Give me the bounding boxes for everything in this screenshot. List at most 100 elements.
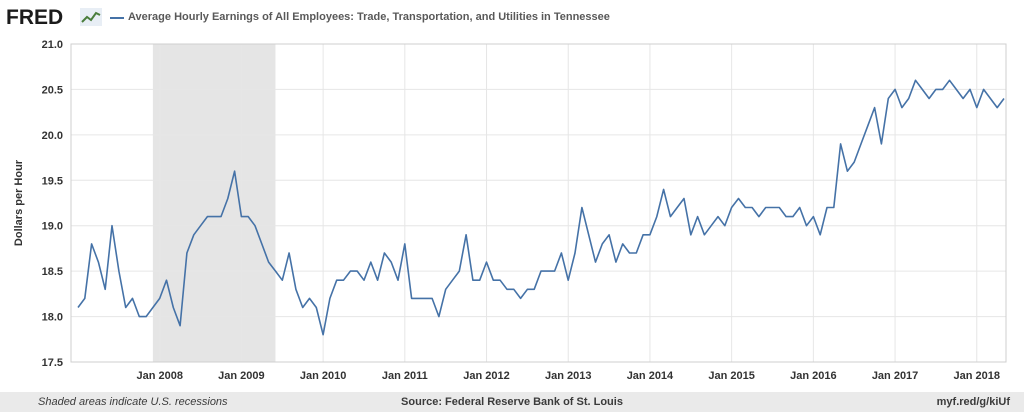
data-point[interactable] — [499, 279, 502, 282]
data-point[interactable] — [424, 297, 427, 300]
data-point[interactable] — [751, 206, 754, 209]
data-point[interactable] — [383, 251, 386, 254]
data-point[interactable] — [185, 251, 188, 254]
data-point[interactable] — [471, 279, 474, 282]
data-point[interactable] — [376, 279, 379, 282]
data-point[interactable] — [771, 206, 774, 209]
data-point[interactable] — [662, 188, 665, 191]
data-point[interactable] — [744, 206, 747, 209]
data-point[interactable] — [233, 170, 236, 173]
data-point[interactable] — [451, 279, 454, 282]
data-point[interactable] — [104, 288, 107, 291]
data-point[interactable] — [839, 142, 842, 145]
data-point[interactable] — [928, 97, 931, 100]
data-point[interactable] — [560, 251, 563, 254]
data-point[interactable] — [573, 251, 576, 254]
data-point[interactable] — [873, 106, 876, 109]
data-point[interactable] — [83, 297, 86, 300]
data-point[interactable] — [145, 315, 148, 318]
data-point[interactable] — [458, 270, 461, 273]
data-point[interactable] — [131, 297, 134, 300]
data-point[interactable] — [621, 242, 624, 245]
data-point[interactable] — [669, 215, 672, 218]
data-point[interactable] — [76, 306, 79, 309]
data-point[interactable] — [219, 215, 222, 218]
data-point[interactable] — [866, 124, 869, 127]
data-point[interactable] — [247, 215, 250, 218]
data-point[interactable] — [519, 297, 522, 300]
data-point[interactable] — [390, 261, 393, 264]
data-point[interactable] — [485, 261, 488, 264]
data-point[interactable] — [328, 297, 331, 300]
data-point[interactable] — [342, 279, 345, 282]
data-point[interactable] — [716, 215, 719, 218]
data-point[interactable] — [887, 97, 890, 100]
data-point[interactable] — [396, 279, 399, 282]
data-point[interactable] — [703, 233, 706, 236]
data-point[interactable] — [526, 288, 529, 291]
data-point[interactable] — [778, 206, 781, 209]
data-point[interactable] — [240, 215, 243, 218]
data-point[interactable] — [737, 197, 740, 200]
data-point[interactable] — [689, 233, 692, 236]
data-point[interactable] — [192, 233, 195, 236]
data-point[interactable] — [921, 88, 924, 91]
data-point[interactable] — [614, 261, 617, 264]
data-point[interactable] — [880, 142, 883, 145]
data-point[interactable] — [138, 315, 141, 318]
data-point[interactable] — [369, 261, 372, 264]
data-point[interactable] — [431, 297, 434, 300]
data-point[interactable] — [968, 88, 971, 91]
data-point[interactable] — [110, 224, 113, 227]
data-point[interactable] — [832, 206, 835, 209]
data-point[interactable] — [894, 88, 897, 91]
data-point[interactable] — [648, 233, 651, 236]
data-point[interactable] — [465, 233, 468, 236]
data-point[interactable] — [274, 270, 277, 273]
data-point[interactable] — [567, 279, 570, 282]
data-point[interactable] — [179, 324, 182, 327]
data-point[interactable] — [308, 297, 311, 300]
data-point[interactable] — [124, 306, 127, 309]
data-point[interactable] — [322, 333, 325, 336]
data-point[interactable] — [791, 215, 794, 218]
data-point[interactable] — [825, 206, 828, 209]
data-point[interactable] — [676, 206, 679, 209]
data-point[interactable] — [437, 315, 440, 318]
data-point[interactable] — [859, 142, 862, 145]
data-point[interactable] — [757, 215, 760, 218]
data-point[interactable] — [260, 242, 263, 245]
short-url[interactable]: myf.red/g/kiUf — [936, 396, 1010, 408]
data-point[interactable] — [914, 79, 917, 82]
data-point[interactable] — [199, 224, 202, 227]
data-point[interactable] — [172, 306, 175, 309]
data-point[interactable] — [601, 242, 604, 245]
data-point[interactable] — [151, 306, 154, 309]
data-point[interactable] — [117, 270, 120, 273]
legend-series-label[interactable]: Average Hourly Earnings of All Employees… — [128, 11, 610, 23]
data-point[interactable] — [900, 106, 903, 109]
data-point[interactable] — [764, 206, 767, 209]
data-point[interactable] — [941, 88, 944, 91]
data-point[interactable] — [975, 106, 978, 109]
fred-logo[interactable]: FRED — [6, 6, 64, 29]
data-point[interactable] — [281, 279, 284, 282]
data-point[interactable] — [1002, 97, 1005, 100]
data-point[interactable] — [539, 270, 542, 273]
data-point[interactable] — [253, 224, 256, 227]
data-point[interactable] — [403, 242, 406, 245]
data-point[interactable] — [226, 197, 229, 200]
data-point[interactable] — [362, 279, 365, 282]
data-point[interactable] — [410, 297, 413, 300]
data-point[interactable] — [206, 215, 209, 218]
data-point[interactable] — [90, 242, 93, 245]
data-point[interactable] — [546, 270, 549, 273]
data-point[interactable] — [710, 224, 713, 227]
data-point[interactable] — [853, 161, 856, 164]
data-point[interactable] — [723, 224, 726, 227]
data-point[interactable] — [962, 97, 965, 100]
data-point[interactable] — [812, 215, 815, 218]
data-point[interactable] — [805, 224, 808, 227]
data-point[interactable] — [682, 197, 685, 200]
data-point[interactable] — [798, 206, 801, 209]
